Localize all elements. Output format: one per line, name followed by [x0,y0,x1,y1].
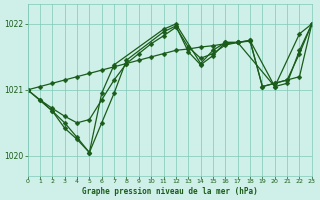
X-axis label: Graphe pression niveau de la mer (hPa): Graphe pression niveau de la mer (hPa) [82,187,258,196]
